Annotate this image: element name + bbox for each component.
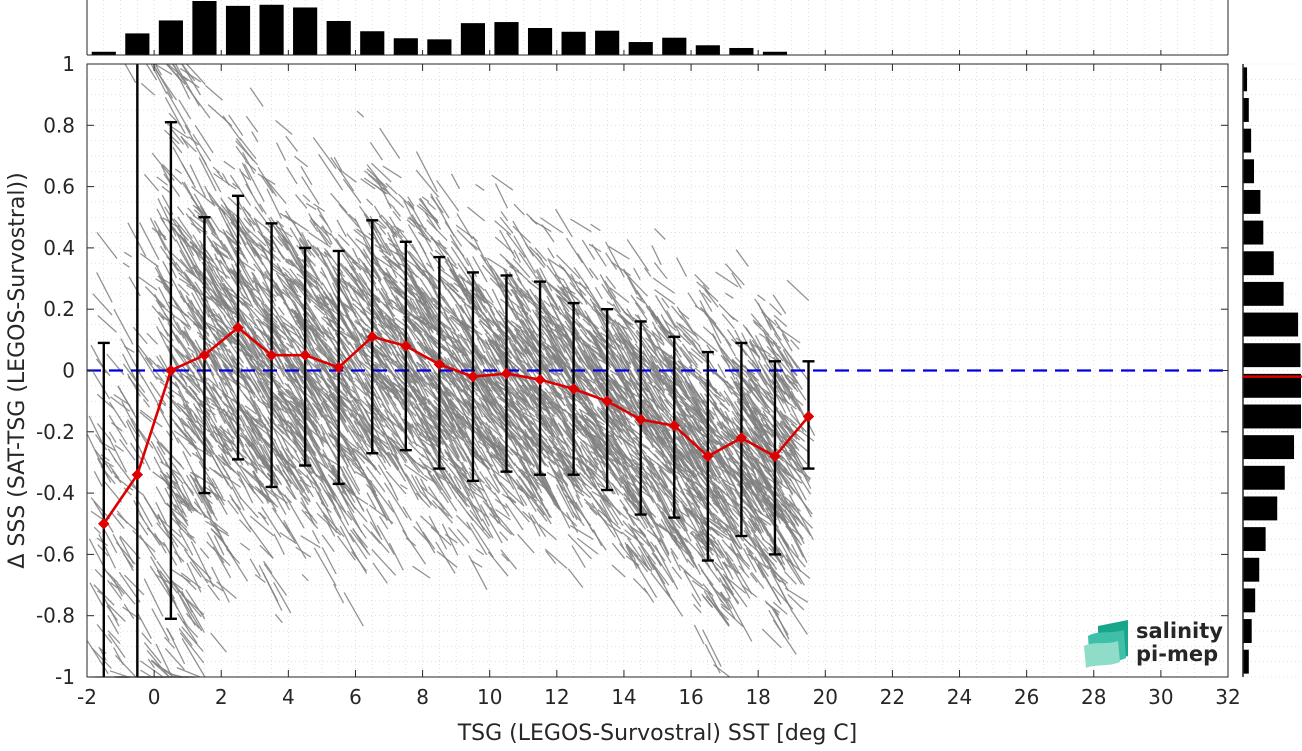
top-hist-bar [327,21,351,55]
right-hist-bar [1243,558,1259,582]
right-hist-bar [1243,435,1294,459]
top-hist-bar [394,38,418,55]
top-hist-bar [494,22,518,55]
top-hist-bar [360,31,384,55]
right-hist-bar [1243,343,1300,367]
top-hist-bar [562,32,586,55]
right-hist-bar [1243,282,1284,306]
top-hist-bar [461,23,485,55]
right-hist-bar [1243,159,1254,183]
right-hist-bar [1243,496,1277,520]
top-hist-bar [528,28,552,55]
top-hist-bar [427,39,451,55]
right-hist-bar [1243,466,1285,490]
right-hist-bar [1243,190,1260,214]
top-hist-bar [159,20,183,55]
right-hist-bar [1243,313,1298,337]
right-hist-bar [1243,588,1255,612]
top-hist-bar [696,45,720,55]
top-hist-bar [192,1,216,55]
top-hist-bar [226,6,250,55]
top-hist-bar [293,7,317,55]
right-hist-bar [1243,98,1249,122]
right-hist-bar [1243,251,1274,275]
top-hist-bar [662,38,686,55]
right-hist-bar [1243,527,1266,551]
top-hist-bar [595,31,619,55]
top-hist-bar [729,48,753,55]
top-hist-bar [629,42,653,55]
top-histogram [87,0,1228,55]
top-hist-bar [259,5,283,55]
right-hist-bar [1243,650,1249,674]
right-hist-bar [1243,221,1263,245]
right-hist-bar [1243,405,1301,429]
right-hist-bar [1243,129,1251,153]
right-hist-bar [1243,619,1252,643]
right-histogram [1243,64,1302,677]
top-hist-bar [125,33,149,55]
